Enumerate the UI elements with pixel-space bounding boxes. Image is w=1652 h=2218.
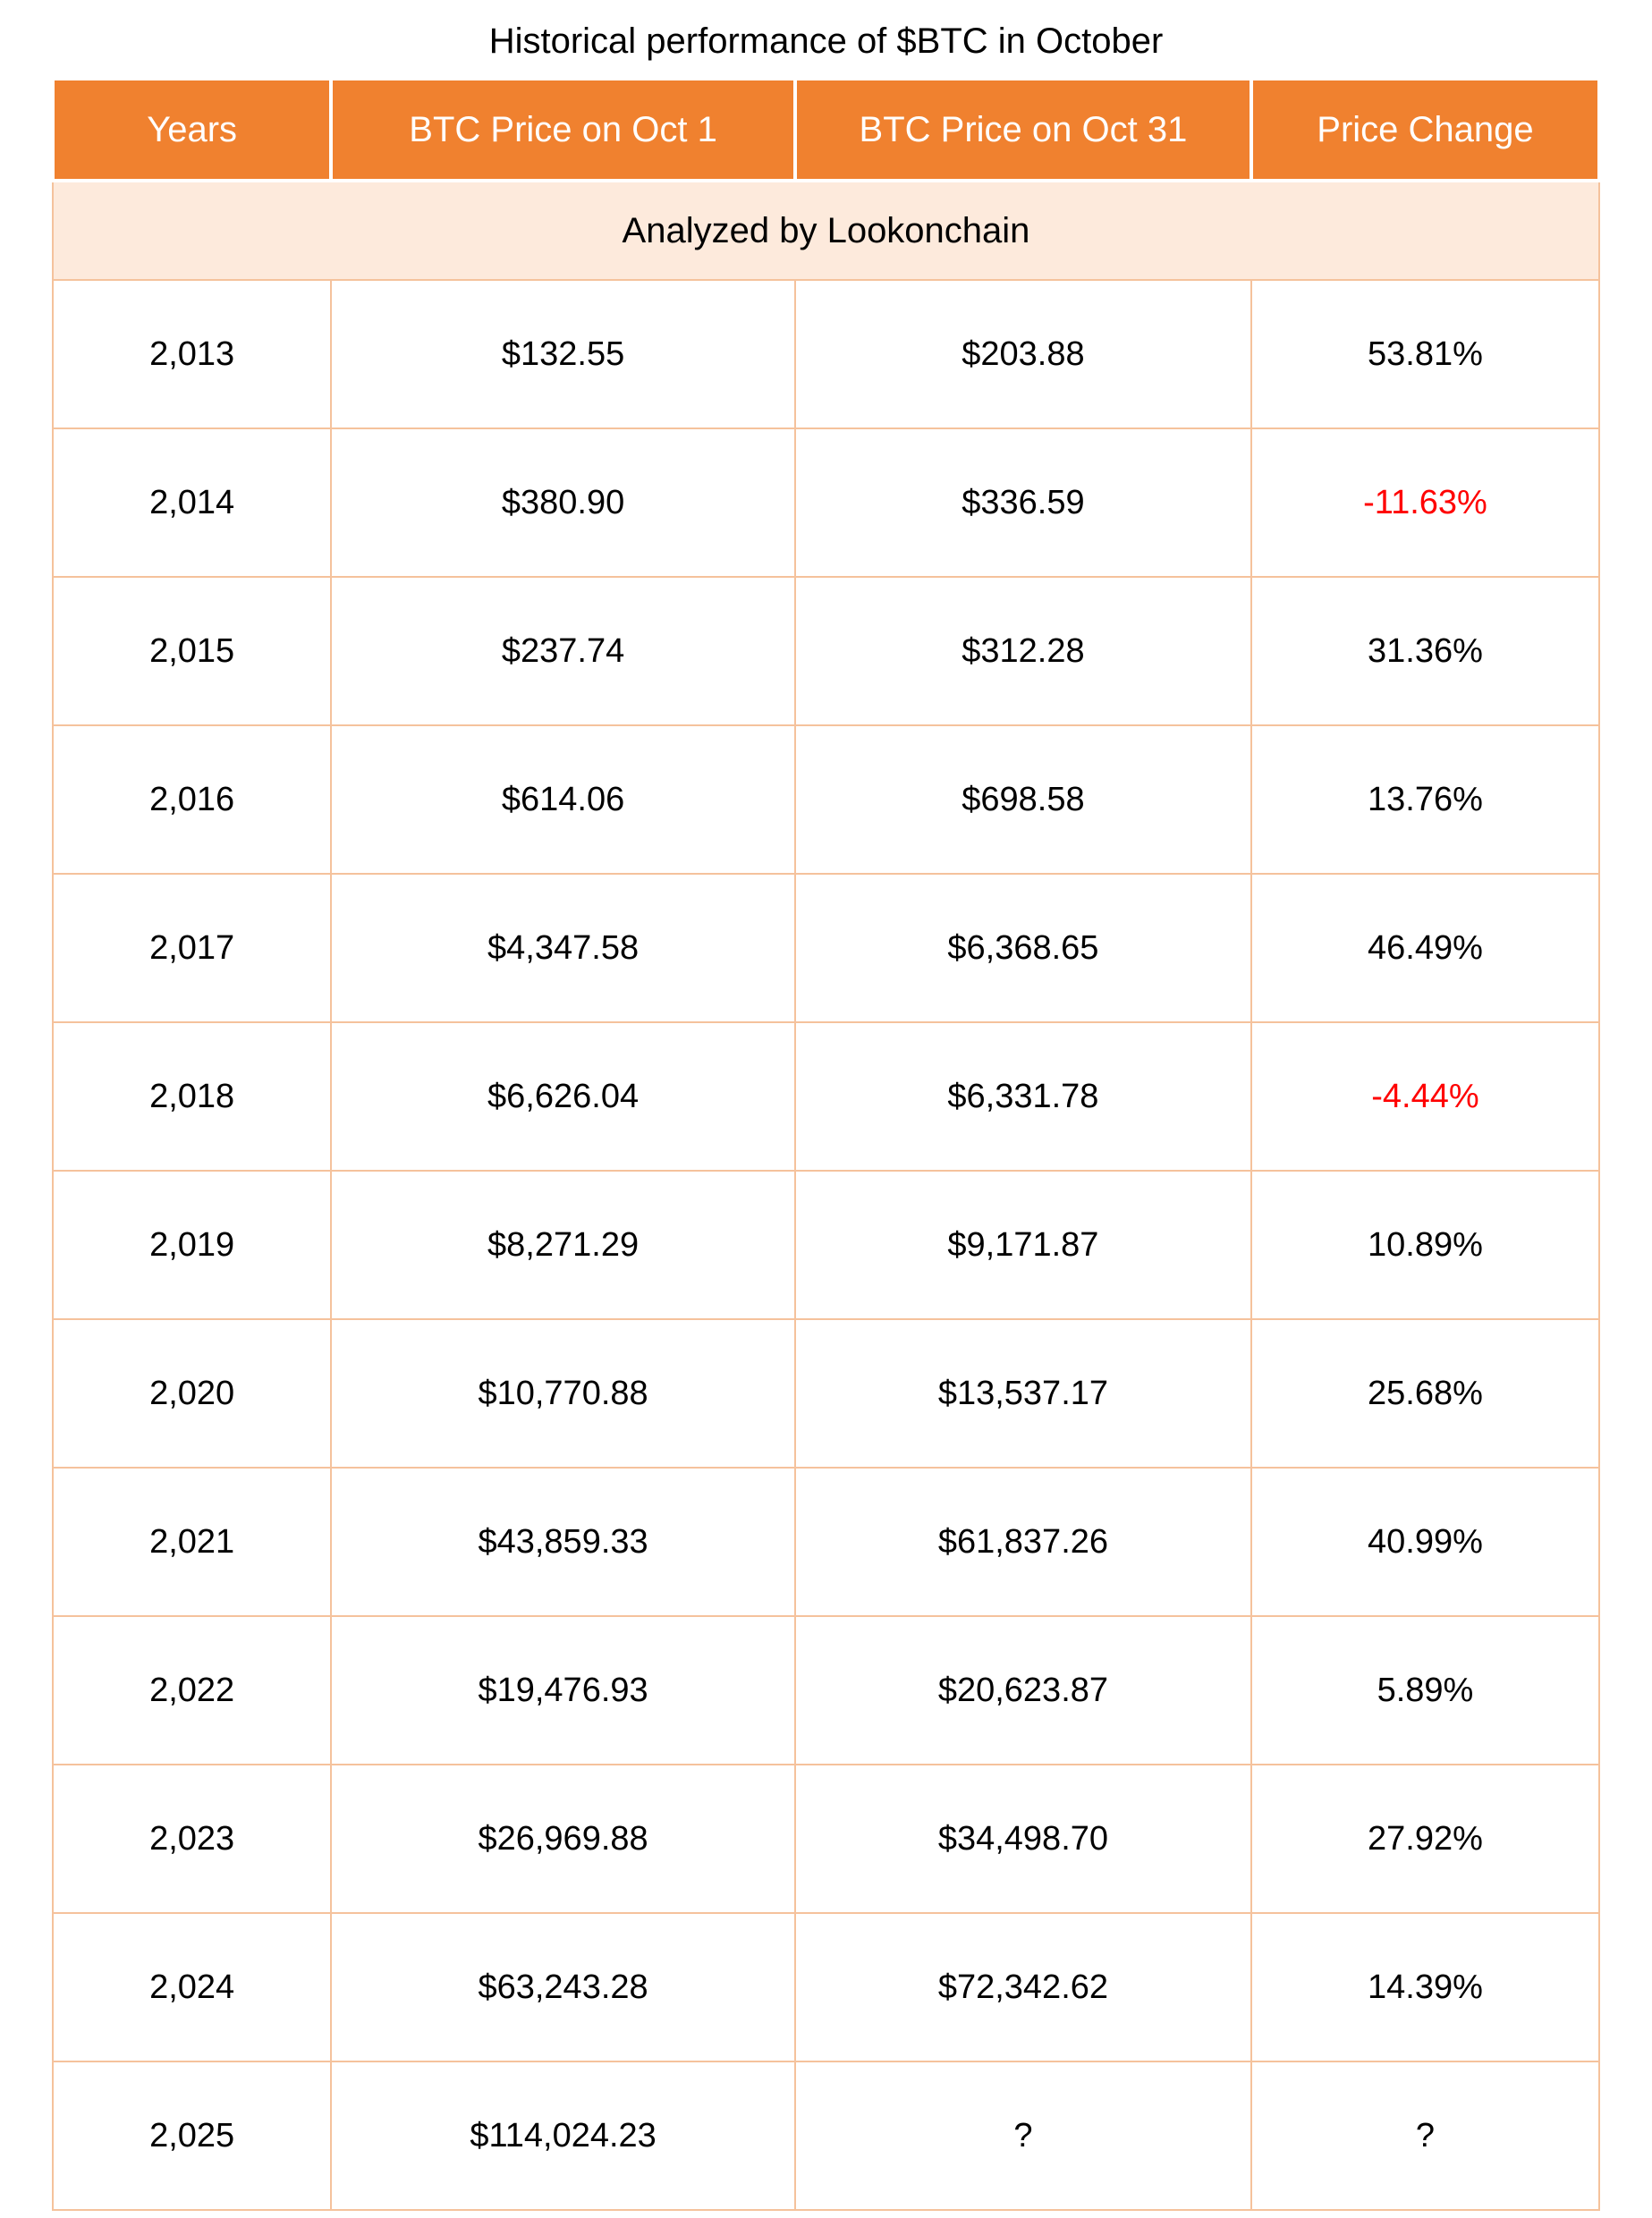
price-oct1-cell: $26,969.88 (330, 1764, 796, 1914)
year-cell: 2,016 (51, 724, 333, 875)
price-change-cell: 46.49% (1250, 873, 1601, 1023)
price-oct31-cell: $9,171.87 (793, 1170, 1252, 1320)
table-row: 2,021 $43,859.33 $61,837.26 40.99% (51, 1467, 1601, 1617)
year-cell: 2,020 (51, 1318, 333, 1469)
price-change-cell: 31.36% (1250, 576, 1601, 726)
price-oct1-cell: $4,347.58 (330, 873, 796, 1023)
price-oct1-cell: $237.74 (330, 576, 796, 726)
price-change-cell: 13.76% (1250, 724, 1601, 875)
price-oct1-cell: $8,271.29 (330, 1170, 796, 1320)
price-change-cell: -4.44% (1250, 1021, 1601, 1172)
table-row: 2,016 $614.06 $698.58 13.76% (51, 724, 1601, 875)
page-title: Historical performance of $BTC in Octobe… (488, 21, 1164, 61)
subheader-label: Analyzed by Lookonchain (52, 179, 1600, 281)
header-price-change: Price Change (1249, 77, 1602, 182)
table-row: 2,014 $380.90 $336.59 -11.63% (51, 428, 1601, 578)
price-oct1-cell: $114,024.23 (330, 2061, 796, 2211)
price-change-cell: 25.68% (1250, 1318, 1601, 1469)
table-row: 2,015 $237.74 $312.28 31.36% (51, 576, 1601, 726)
price-oct31-cell: $312.28 (793, 576, 1252, 726)
year-cell: 2,021 (51, 1467, 333, 1617)
btc-history-table: Years BTC Price on Oct 1 BTC Price on Oc… (50, 77, 1602, 2211)
price-oct1-cell: $19,476.93 (330, 1615, 796, 1765)
table-row: 2,013 $132.55 $203.88 53.81% (51, 279, 1601, 429)
price-oct31-cell: $6,368.65 (793, 873, 1252, 1023)
price-change-cell: 40.99% (1250, 1467, 1601, 1617)
price-change-cell: 5.89% (1250, 1615, 1601, 1765)
price-oct31-cell: $6,331.78 (793, 1021, 1252, 1172)
price-oct31-cell: $20,623.87 (793, 1615, 1252, 1765)
table-row: 2,019 $8,271.29 $9,171.87 10.89% (51, 1170, 1601, 1320)
table-row: 2,024 $63,243.28 $72,342.62 14.39% (51, 1912, 1601, 2062)
price-oct1-cell: $380.90 (330, 428, 796, 578)
price-change-cell: -11.63% (1250, 428, 1601, 578)
price-change-cell: 27.92% (1250, 1764, 1601, 1914)
table-body: 2,013 $132.55 $203.88 53.81% 2,014 $380.90 $33… (51, 279, 1601, 2211)
price-oct1-cell: $10,770.88 (330, 1318, 796, 1469)
table-row: 2,023 $26,969.88 $34,498.70 27.92% (51, 1764, 1601, 1914)
price-oct31-cell: $13,537.17 (793, 1318, 1252, 1469)
year-cell: 2,018 (51, 1021, 333, 1172)
header-price-oct1: BTC Price on Oct 1 (329, 77, 797, 182)
header-years: Years (50, 77, 334, 182)
table-row: 2,020 $10,770.88 $13,537.17 25.68% (51, 1318, 1601, 1469)
price-change-cell: ? (1250, 2061, 1601, 2211)
table-row: 2,017 $4,347.58 $6,368.65 46.49% (51, 873, 1601, 1023)
price-oct1-cell: $43,859.33 (330, 1467, 796, 1617)
price-change-cell: 14.39% (1250, 1912, 1601, 2062)
price-oct31-cell: $72,342.62 (793, 1912, 1252, 2062)
price-oct1-cell: $132.55 (330, 279, 796, 429)
year-cell: 2,025 (51, 2061, 333, 2211)
price-oct1-cell: $614.06 (330, 724, 796, 875)
price-oct31-cell: $61,837.26 (793, 1467, 1252, 1617)
year-cell: 2,022 (51, 1615, 333, 1765)
year-cell: 2,014 (51, 428, 333, 578)
header-row: Years BTC Price on Oct 1 BTC Price on Oc… (50, 77, 1602, 182)
year-cell: 2,013 (51, 279, 333, 429)
table-header: Years BTC Price on Oct 1 BTC Price on Oc… (50, 77, 1602, 281)
subheader-row: Analyzed by Lookonchain (52, 179, 1600, 281)
price-change-cell: 10.89% (1250, 1170, 1601, 1320)
table-row: 2,025 $114,024.23?? (51, 2061, 1601, 2211)
year-cell: 2,023 (51, 1764, 333, 1914)
price-change-cell: 53.81% (1250, 279, 1601, 429)
table-row: 2,022 $19,476.93 $20,623.87 5.89% (51, 1615, 1601, 1765)
year-cell: 2,015 (51, 576, 333, 726)
price-oct31-cell: $203.88 (793, 279, 1252, 429)
year-cell: 2,017 (51, 873, 333, 1023)
year-cell: 2,019 (51, 1170, 333, 1320)
price-oct1-cell: $63,243.28 (330, 1912, 796, 2062)
price-oct1-cell: $6,626.04 (330, 1021, 796, 1172)
price-oct31-cell: $698.58 (793, 724, 1252, 875)
price-oct31-cell: $34,498.70 (793, 1764, 1252, 1914)
price-oct31-cell: $336.59 (793, 428, 1252, 578)
price-oct31-cell: ? (793, 2061, 1252, 2211)
year-cell: 2,024 (51, 1912, 333, 2062)
table-row: 2,018 $6,626.04 $6,331.78 -4.44% (51, 1021, 1601, 1172)
header-price-oct31: BTC Price on Oct 31 (792, 77, 1253, 182)
